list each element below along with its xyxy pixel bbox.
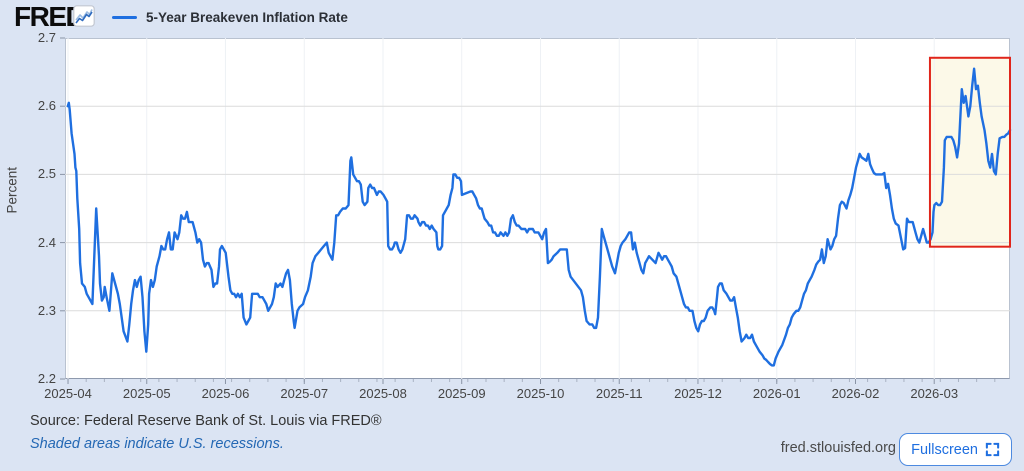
fullscreen-label: Fullscreen [911, 441, 978, 458]
y-tick-label: 2.3 [37, 302, 56, 318]
x-tick-label: 2025-12 [674, 386, 722, 401]
x-tick-label: 2026-01 [752, 386, 801, 401]
site-url-link[interactable]: fred.stlouisfed.org [780, 440, 896, 456]
x-tick-label: 2025-04 [44, 386, 92, 401]
recession-note: Shaded areas indicate U.S. recessions. [30, 436, 284, 452]
x-tick-label: 2025-09 [437, 386, 486, 401]
x-tick-label: 2025-05 [122, 386, 171, 401]
fred-sparkline-icon [73, 5, 95, 27]
y-tick-label: 2.2 [37, 371, 56, 386]
source-text: Source: Federal Reserve Bank of St. Loui… [30, 413, 382, 429]
x-tick-label: 2025-10 [516, 386, 565, 401]
plot-area[interactable] [60, 37, 1012, 384]
x-tick-label: 2025-08 [359, 386, 407, 401]
y-tick-label: 2.5 [37, 166, 56, 182]
x-tick-label: 2026-02 [831, 386, 880, 401]
legend-line-swatch [112, 15, 137, 20]
x-tick-label: 2025-07 [280, 386, 329, 401]
y-tick-label: 2.7 [37, 30, 56, 45]
legend: 5-Year Breakeven Inflation Rate [112, 10, 348, 25]
y-tick-label: 2.4 [37, 234, 56, 250]
chart-svg [60, 37, 1012, 384]
legend-series-label: 5-Year Breakeven Inflation Rate [146, 10, 348, 25]
x-tick-label: 2025-06 [201, 386, 250, 401]
y-tick-label: 2.6 [37, 98, 56, 114]
y-axis-title: Percent [4, 166, 20, 214]
x-tick-label: 2025-11 [595, 386, 643, 401]
x-tick-label: 2026-03 [910, 386, 959, 401]
fullscreen-button[interactable]: Fullscreen [899, 433, 1012, 466]
fullscreen-expand-icon [985, 442, 1000, 457]
